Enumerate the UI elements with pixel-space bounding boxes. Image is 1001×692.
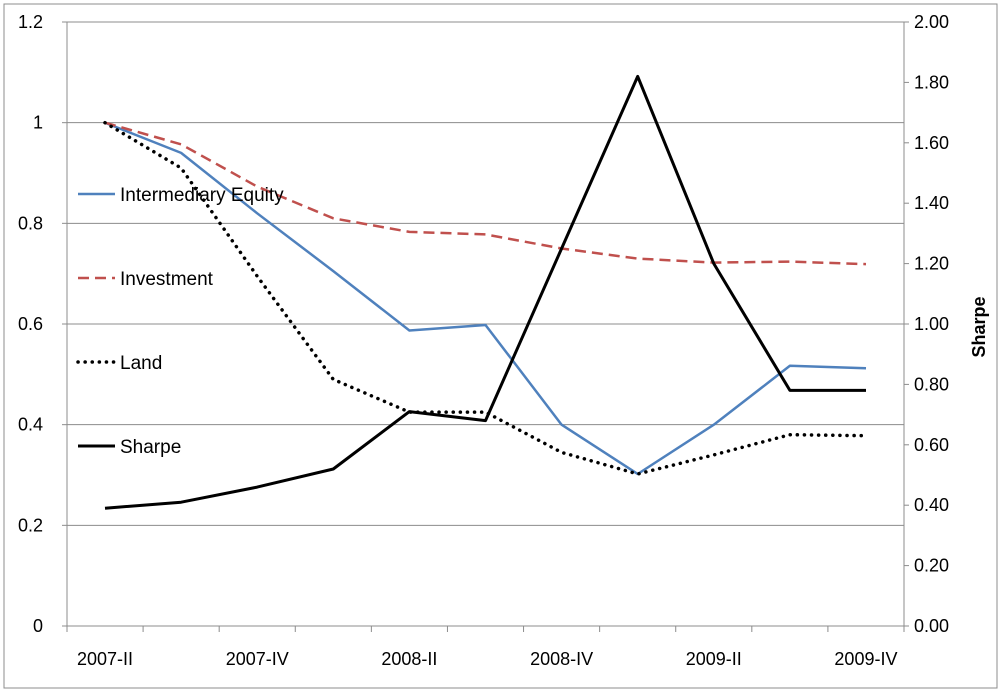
- right-tick-label: 2.00: [914, 12, 949, 32]
- axes: 0 0.2 0.4 0.6 0.8 1 1.2 0.00 0.20 0.40 0.60 0.80 1.0…: [18, 12, 949, 669]
- gridlines: [67, 21, 904, 526]
- left-tick-label: 0.2: [18, 515, 43, 535]
- x-tick-label: 2008-IV: [530, 649, 593, 669]
- right-tick-label: 0.00: [914, 616, 949, 636]
- legend-label: Investment: [120, 269, 214, 290]
- left-tick-label: 1.2: [18, 12, 43, 32]
- x-tick-label: 2009-IV: [834, 649, 897, 669]
- right-tick-label: 1.60: [914, 133, 949, 153]
- left-tick-label: 1: [33, 113, 43, 133]
- right-tick-label: 1.00: [914, 314, 949, 334]
- left-tick-label: 0.8: [18, 213, 43, 233]
- left-tick-label: 0.4: [18, 415, 43, 435]
- x-tick-label: 2009-II: [686, 649, 742, 669]
- x-tick-label: 2008-II: [381, 649, 437, 669]
- legend: Intermediary Equity Investment Land Sharpe: [76, 185, 284, 458]
- x-tick-label: 2007-IV: [226, 649, 289, 669]
- right-axis-title: Sharpe: [969, 296, 989, 357]
- right-tick-label: 1.40: [914, 193, 949, 213]
- series-line-investment: [104, 121, 867, 266]
- series-line-sharpe: [104, 74, 866, 510]
- legend-label: Land: [120, 353, 162, 374]
- right-tick-label: 0.20: [914, 556, 949, 576]
- right-tick-label: 0.60: [914, 435, 949, 455]
- legend-label: Sharpe: [120, 437, 181, 458]
- series-line-intermediary-equity: [104, 121, 867, 476]
- left-tick-label: 0.6: [18, 314, 43, 334]
- left-tick-label: 0: [33, 616, 43, 636]
- series-line-land: [103, 120, 868, 476]
- series-lines: [103, 74, 868, 510]
- right-tick-label: 0.40: [914, 495, 949, 515]
- legend-label: Intermediary Equity: [120, 185, 284, 206]
- x-tick-label: 2007-II: [77, 649, 133, 669]
- right-tick-label: 1.20: [914, 254, 949, 274]
- right-tick-label: 1.80: [914, 72, 949, 92]
- right-tick-label: 0.80: [914, 374, 949, 394]
